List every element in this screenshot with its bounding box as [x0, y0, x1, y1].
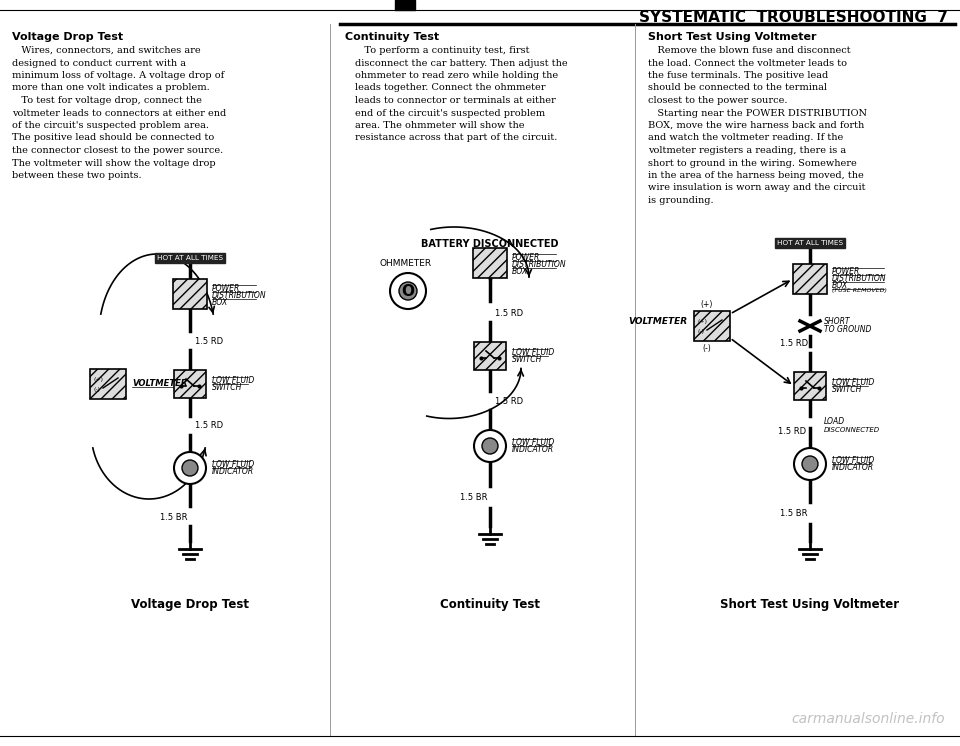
Text: POWER: POWER — [212, 284, 240, 293]
Bar — [173, 279, 207, 309]
Text: SYSTEMATIC  TROUBLESHOOTING  7: SYSTEMATIC TROUBLESHOOTING 7 — [639, 10, 948, 25]
Text: LOW FLUID: LOW FLUID — [212, 376, 254, 385]
Bar — [694, 311, 730, 341]
Text: POWER: POWER — [832, 267, 860, 276]
Circle shape — [399, 282, 417, 300]
Circle shape — [182, 460, 198, 476]
Bar — [473, 248, 507, 278]
Text: O: O — [401, 283, 415, 298]
Bar — [793, 264, 827, 294]
Text: SWITCH: SWITCH — [512, 355, 542, 364]
Circle shape — [794, 448, 826, 480]
Text: SWITCH: SWITCH — [212, 383, 242, 392]
Text: 1.5 RD: 1.5 RD — [195, 336, 223, 345]
Text: OHMMETER: OHMMETER — [380, 259, 432, 268]
Text: BOX: BOX — [512, 267, 528, 276]
Text: LOW FLUID: LOW FLUID — [512, 348, 554, 357]
Text: DISTRIBUTION: DISTRIBUTION — [512, 260, 566, 269]
Text: BOX: BOX — [832, 281, 849, 290]
Text: BATTERY DISCONNECTED: BATTERY DISCONNECTED — [421, 239, 559, 249]
Text: (-): (-) — [703, 343, 711, 353]
Text: HOT AT ALL TIMES: HOT AT ALL TIMES — [156, 255, 223, 261]
Text: LOW FLUID: LOW FLUID — [832, 378, 875, 387]
Bar — [474, 342, 506, 370]
Text: Remove the blown fuse and disconnect
the load. Connect the voltmeter leads to
th: Remove the blown fuse and disconnect the… — [648, 46, 867, 205]
Text: 1.5 BR: 1.5 BR — [460, 494, 488, 503]
Circle shape — [174, 452, 206, 484]
Text: TO GROUND: TO GROUND — [824, 325, 872, 334]
Text: VOLTMETER: VOLTMETER — [628, 316, 687, 325]
Text: POWER: POWER — [512, 253, 540, 262]
Text: Continuity Test: Continuity Test — [440, 598, 540, 611]
Circle shape — [474, 430, 506, 462]
Text: LOW FLUID: LOW FLUID — [512, 438, 554, 447]
Text: LOW FLUID: LOW FLUID — [212, 460, 254, 469]
Text: Voltage Drop Test: Voltage Drop Test — [12, 32, 123, 42]
Text: (-): (-) — [93, 386, 100, 392]
Text: 1.5 RD: 1.5 RD — [778, 427, 806, 436]
Text: DISCONNECTED: DISCONNECTED — [824, 427, 880, 433]
Text: INDICATOR: INDICATOR — [512, 445, 554, 454]
Text: Voltage Drop Test: Voltage Drop Test — [131, 598, 249, 611]
Text: 1.5 BR: 1.5 BR — [780, 510, 807, 518]
Text: LOW FLUID: LOW FLUID — [832, 456, 875, 465]
Text: HOT AT ALL TIMES: HOT AT ALL TIMES — [777, 240, 843, 246]
Bar — [794, 372, 826, 400]
Text: Continuity Test: Continuity Test — [345, 32, 439, 42]
Text: DISTRIBUTION: DISTRIBUTION — [832, 274, 887, 283]
Text: SHORT: SHORT — [824, 316, 851, 325]
Text: LOAD: LOAD — [824, 416, 845, 425]
Text: 1.5 RD: 1.5 RD — [495, 309, 523, 318]
Text: 1.5 RD: 1.5 RD — [780, 339, 808, 348]
Text: INDICATOR: INDICATOR — [212, 467, 254, 476]
Circle shape — [482, 438, 498, 454]
Text: Short Test Using Voltmeter: Short Test Using Voltmeter — [720, 598, 900, 611]
Text: (+): (+) — [93, 377, 103, 381]
Text: Wires, connectors, and switches are
designed to conduct current with a
minimum l: Wires, connectors, and switches are desi… — [12, 46, 227, 180]
Text: INDICATOR: INDICATOR — [832, 463, 875, 472]
Text: BOX: BOX — [212, 298, 228, 307]
Text: 1.5 RD: 1.5 RD — [495, 397, 523, 406]
Text: Short Test Using Voltmeter: Short Test Using Voltmeter — [648, 32, 817, 42]
Circle shape — [390, 273, 426, 309]
Text: VOLTMETER: VOLTMETER — [132, 380, 187, 389]
Text: SWITCH: SWITCH — [832, 385, 862, 394]
Text: carmanualsonline.info: carmanualsonline.info — [791, 712, 945, 726]
Text: To perform a continuity test, first
disconnect the car battery. Then adjust the
: To perform a continuity test, first disc… — [355, 46, 567, 142]
Bar — [174, 370, 206, 398]
Text: (+): (+) — [697, 319, 707, 324]
Text: (-): (-) — [697, 328, 704, 333]
Text: 1.5 RD: 1.5 RD — [195, 421, 223, 430]
Bar — [90, 369, 126, 399]
Text: 1.5 BR: 1.5 BR — [160, 513, 187, 522]
Text: (+): (+) — [701, 299, 713, 309]
Circle shape — [802, 456, 818, 472]
Text: DISTRIBUTION: DISTRIBUTION — [212, 291, 267, 300]
Text: (FUSE REMOVED): (FUSE REMOVED) — [832, 288, 887, 293]
